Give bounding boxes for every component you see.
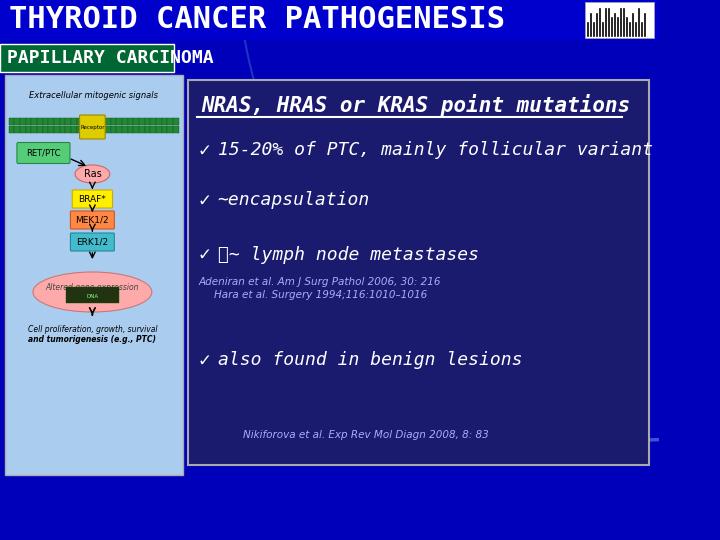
FancyBboxPatch shape [127, 125, 133, 132]
FancyBboxPatch shape [162, 125, 167, 132]
FancyBboxPatch shape [94, 118, 99, 125]
FancyBboxPatch shape [94, 125, 99, 132]
FancyBboxPatch shape [20, 125, 25, 132]
FancyBboxPatch shape [71, 125, 76, 132]
FancyBboxPatch shape [585, 2, 654, 38]
FancyBboxPatch shape [26, 125, 31, 132]
FancyBboxPatch shape [168, 118, 173, 125]
Ellipse shape [75, 165, 109, 183]
FancyBboxPatch shape [37, 125, 42, 132]
FancyBboxPatch shape [60, 125, 66, 132]
FancyBboxPatch shape [173, 118, 179, 125]
FancyBboxPatch shape [111, 125, 116, 132]
Text: 15-20% of PTC, mainly follicular variant: 15-20% of PTC, mainly follicular variant [217, 141, 653, 159]
Text: THYROID CANCER PATHOGENESIS: THYROID CANCER PATHOGENESIS [9, 5, 505, 35]
FancyBboxPatch shape [42, 118, 48, 125]
FancyBboxPatch shape [48, 125, 54, 132]
FancyBboxPatch shape [77, 118, 82, 125]
Text: BRAF*: BRAF* [78, 194, 107, 204]
FancyBboxPatch shape [162, 118, 167, 125]
Text: ✓: ✓ [199, 191, 223, 210]
FancyBboxPatch shape [48, 118, 54, 125]
Text: Ras: Ras [84, 169, 102, 179]
FancyBboxPatch shape [150, 125, 156, 132]
Text: RET/PTC: RET/PTC [26, 148, 60, 158]
Text: Adeniran et al. Am J Surg Pathol 2006, 30: 216: Adeniran et al. Am J Surg Pathol 2006, 3… [199, 277, 441, 287]
FancyBboxPatch shape [105, 118, 111, 125]
Text: Receptor: Receptor [80, 125, 104, 130]
FancyBboxPatch shape [156, 118, 161, 125]
FancyBboxPatch shape [71, 118, 76, 125]
FancyBboxPatch shape [17, 143, 70, 164]
FancyBboxPatch shape [122, 125, 127, 132]
FancyBboxPatch shape [66, 118, 71, 125]
FancyBboxPatch shape [117, 125, 122, 132]
Text: also found in benign lesions: also found in benign lesions [217, 351, 522, 369]
Text: ∼encapsulation: ∼encapsulation [217, 191, 370, 209]
FancyBboxPatch shape [32, 125, 37, 132]
Text: MEK1/2: MEK1/2 [76, 215, 109, 225]
Text: ✓: ✓ [199, 350, 223, 369]
FancyBboxPatch shape [0, 475, 659, 540]
FancyBboxPatch shape [122, 118, 127, 125]
FancyBboxPatch shape [82, 125, 88, 132]
FancyBboxPatch shape [9, 118, 14, 125]
Ellipse shape [33, 272, 152, 312]
FancyBboxPatch shape [156, 125, 161, 132]
FancyBboxPatch shape [133, 125, 139, 132]
FancyBboxPatch shape [71, 233, 114, 251]
FancyBboxPatch shape [14, 125, 20, 132]
Text: PAPILLARY CARCINOMA: PAPILLARY CARCINOMA [7, 49, 214, 67]
FancyBboxPatch shape [139, 118, 145, 125]
FancyBboxPatch shape [145, 118, 150, 125]
FancyBboxPatch shape [32, 118, 37, 125]
Text: Nikiforova et al. Exp Rev Mol Diagn 2008, 8: 83: Nikiforova et al. Exp Rev Mol Diagn 2008… [243, 430, 489, 440]
FancyBboxPatch shape [72, 190, 112, 208]
FancyBboxPatch shape [4, 75, 183, 475]
FancyBboxPatch shape [150, 118, 156, 125]
Text: Extracellular mitogenic signals: Extracellular mitogenic signals [29, 91, 158, 99]
FancyBboxPatch shape [173, 125, 179, 132]
FancyBboxPatch shape [0, 44, 174, 72]
Text: Altered gene expression: Altered gene expression [45, 284, 139, 293]
FancyBboxPatch shape [37, 118, 42, 125]
FancyBboxPatch shape [127, 118, 133, 125]
Text: and tumorigenesis (e.g., PTC): and tumorigenesis (e.g., PTC) [28, 335, 156, 345]
FancyBboxPatch shape [54, 118, 60, 125]
FancyBboxPatch shape [88, 125, 94, 132]
Text: Hara et al. Surgery 1994;116:1010–1016: Hara et al. Surgery 1994;116:1010–1016 [214, 290, 427, 300]
FancyBboxPatch shape [71, 211, 114, 229]
FancyBboxPatch shape [77, 125, 82, 132]
FancyBboxPatch shape [117, 118, 122, 125]
FancyBboxPatch shape [42, 125, 48, 132]
FancyBboxPatch shape [60, 118, 66, 125]
FancyBboxPatch shape [66, 125, 71, 132]
FancyBboxPatch shape [187, 80, 649, 465]
Text: ERK1/2: ERK1/2 [76, 238, 109, 246]
FancyBboxPatch shape [20, 118, 25, 125]
Text: ✓: ✓ [199, 140, 223, 159]
Text: ✓: ✓ [199, 246, 223, 265]
FancyBboxPatch shape [66, 287, 119, 303]
FancyBboxPatch shape [168, 125, 173, 132]
Text: ⚘∼ lymph node metastases: ⚘∼ lymph node metastases [217, 246, 479, 264]
FancyBboxPatch shape [80, 115, 105, 139]
FancyBboxPatch shape [0, 0, 659, 40]
FancyBboxPatch shape [99, 118, 105, 125]
FancyBboxPatch shape [26, 118, 31, 125]
FancyBboxPatch shape [82, 118, 88, 125]
FancyBboxPatch shape [14, 118, 20, 125]
FancyBboxPatch shape [105, 125, 111, 132]
Text: Cell proliferation, growth, survival: Cell proliferation, growth, survival [27, 326, 157, 334]
FancyBboxPatch shape [145, 125, 150, 132]
FancyBboxPatch shape [111, 118, 116, 125]
FancyBboxPatch shape [99, 125, 105, 132]
FancyBboxPatch shape [133, 118, 139, 125]
FancyBboxPatch shape [88, 118, 94, 125]
FancyBboxPatch shape [139, 125, 145, 132]
Text: NRAS, HRAS or KRAS point mutations: NRAS, HRAS or KRAS point mutations [201, 94, 631, 116]
FancyBboxPatch shape [54, 125, 60, 132]
FancyBboxPatch shape [9, 125, 14, 132]
Text: DNA: DNA [86, 294, 99, 299]
